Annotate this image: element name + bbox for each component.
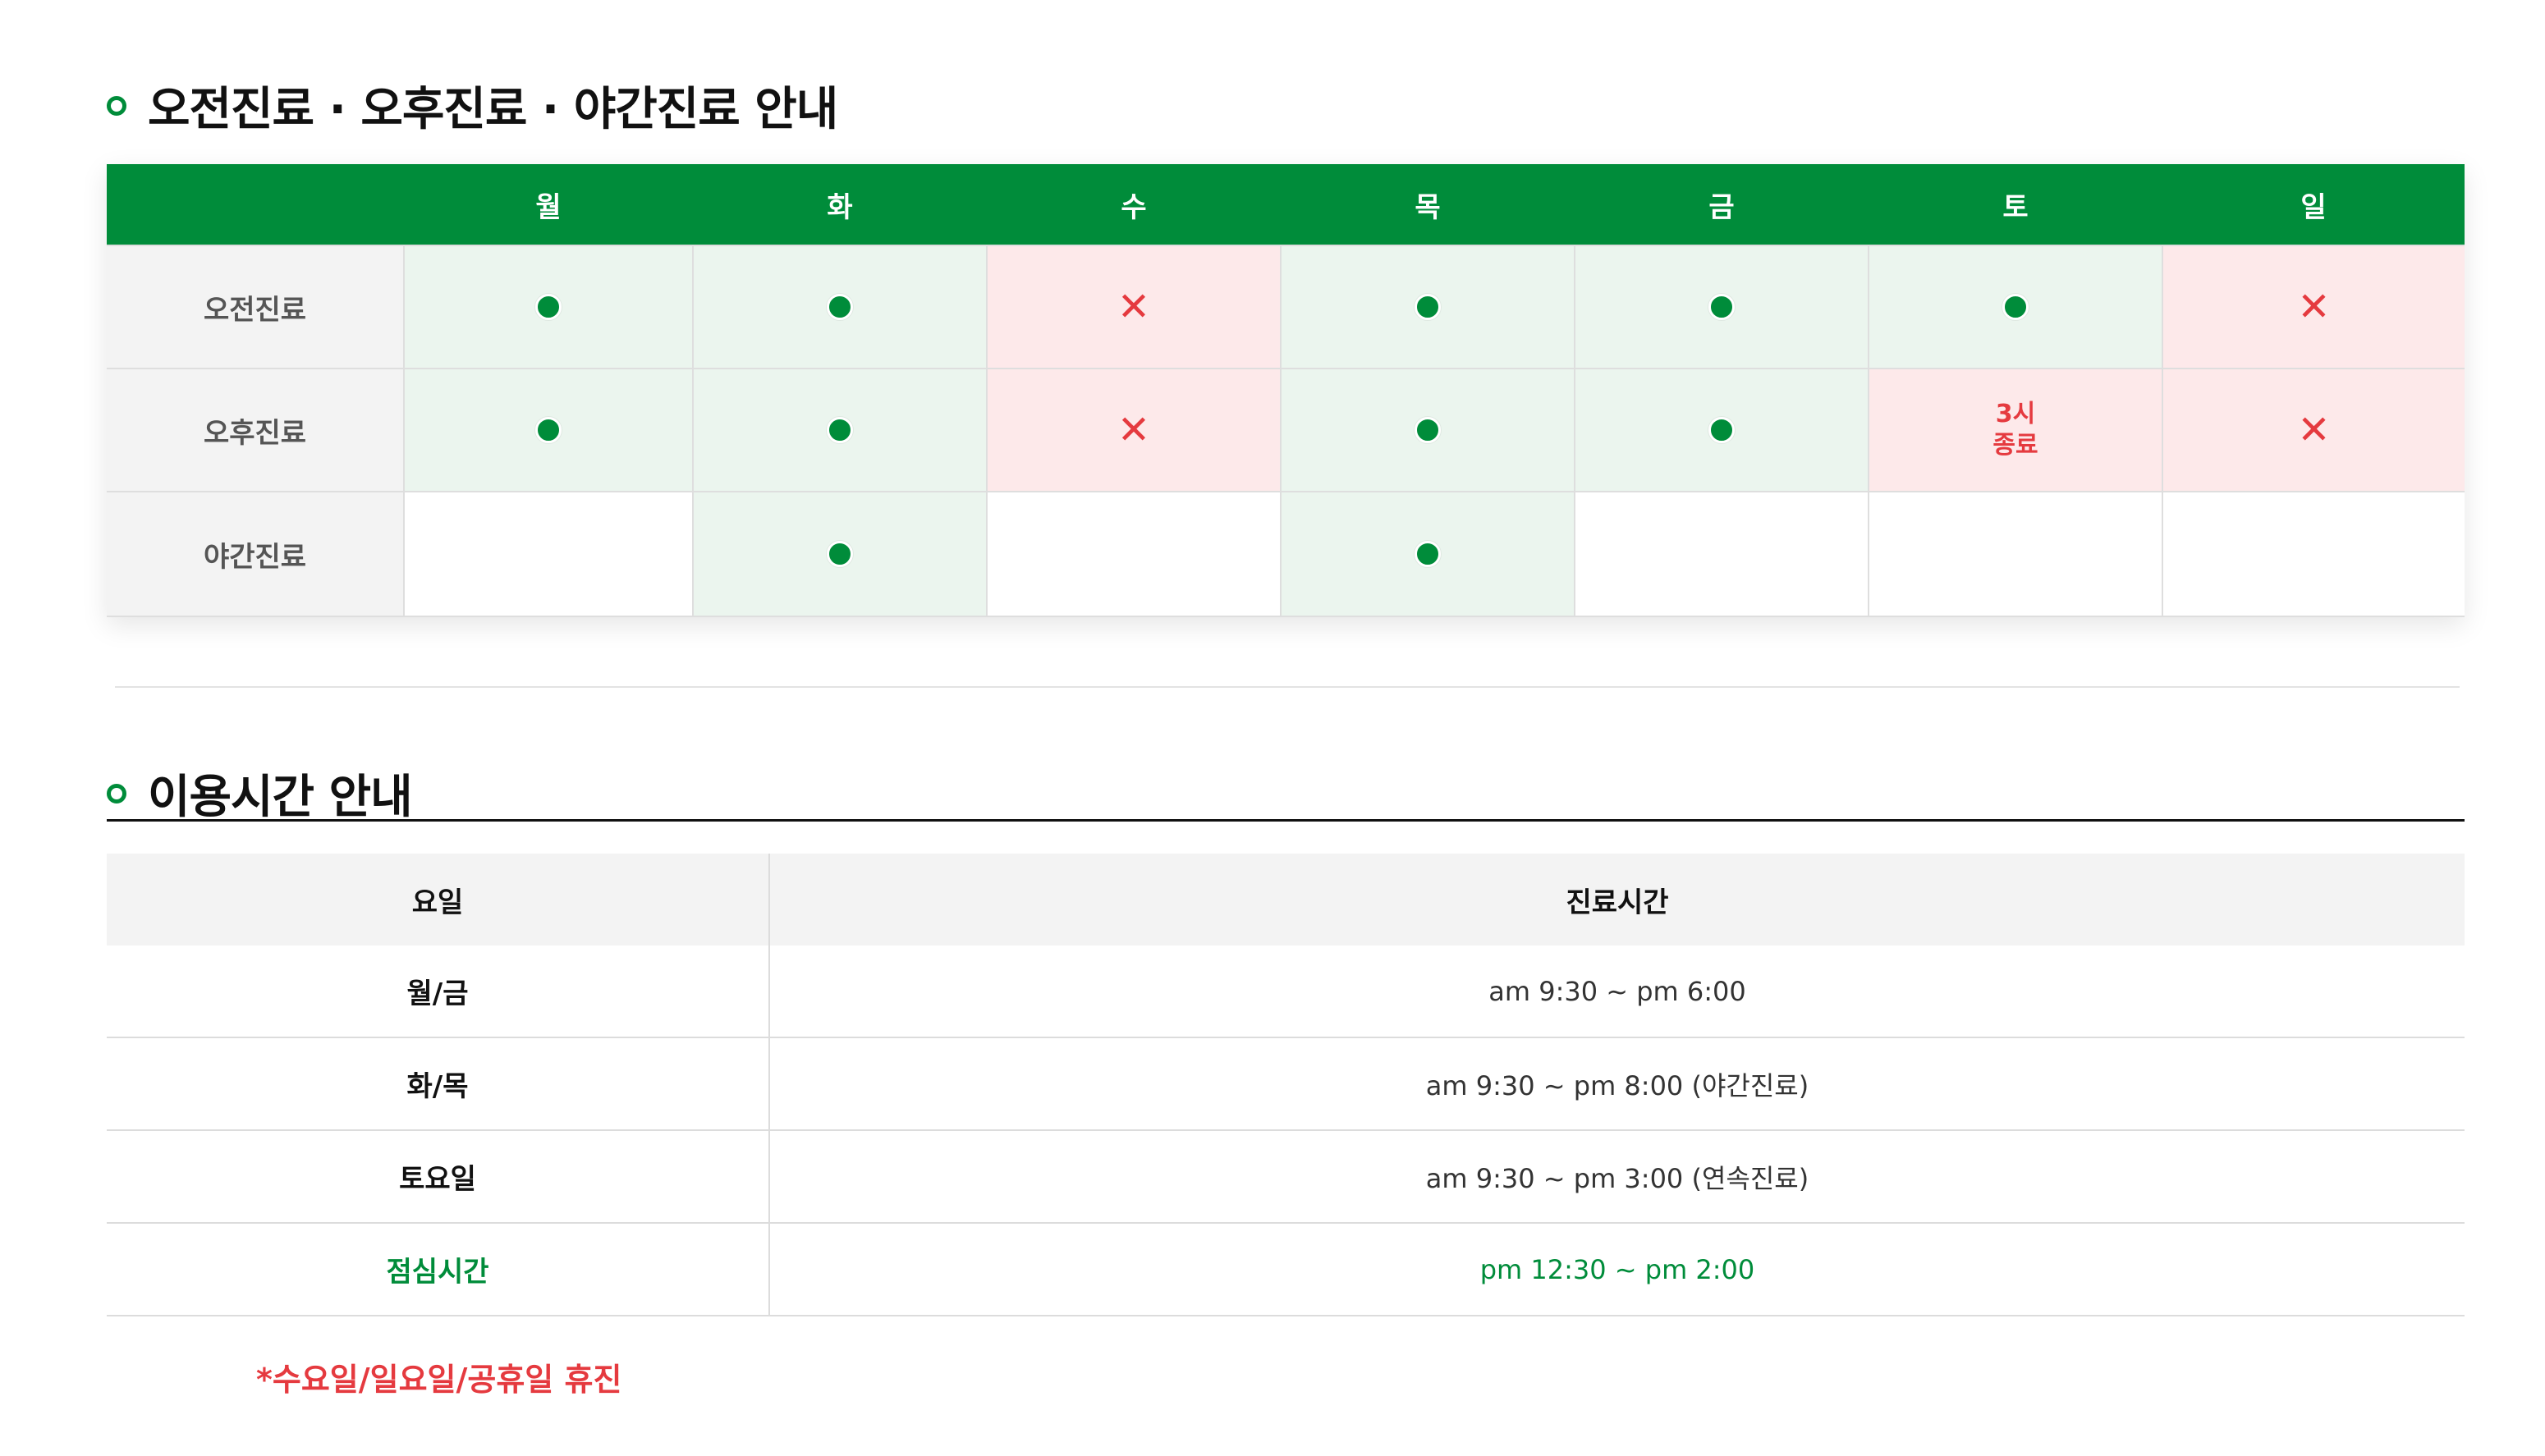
schedule-cell-tue xyxy=(692,245,988,369)
schedule-cell-sat: 3시 종료 xyxy=(1868,368,2163,492)
schedule-cell-wed xyxy=(986,491,1282,617)
schedule-cell-thu xyxy=(1280,245,1575,369)
hours-row: 화/목 am 9:30 ~ pm 8:00 (야간진료) xyxy=(107,1037,2465,1131)
schedule-title: 오전진료 · 오후진료 · 야간진료 안내 xyxy=(148,83,838,136)
hours-row: 토요일 am 9:30 ~ pm 3:00 (연속진료) xyxy=(107,1130,2465,1224)
red-x-icon: ✕ xyxy=(1117,407,1151,453)
schedule-cell-wed: ✕ xyxy=(986,245,1282,369)
schedule-section-title: 오전진료 · 오후진료 · 야간진료 안내 xyxy=(107,72,838,139)
schedule-cell-sun: ✕ xyxy=(2162,368,2465,492)
green-ring-icon xyxy=(107,783,126,804)
hours-table: 요일 진료시간 월/금 am 9:30 ~ pm 6:00 화/목 am 9:30 ~… xyxy=(107,854,2465,1316)
schedule-corner-cell xyxy=(107,164,404,245)
schedule-cell-sat xyxy=(1868,491,2163,617)
hours-header-time: 진료시간 xyxy=(769,854,2465,945)
hours-time-cell: pm 12:30 ~ pm 2:00 xyxy=(769,1223,2465,1316)
schedule-cell-mon xyxy=(403,245,694,369)
schedule-cell-tue xyxy=(692,491,988,617)
red-x-icon: ✕ xyxy=(2297,284,2331,330)
schedule-cell-tue xyxy=(692,368,988,492)
green-dot-icon xyxy=(535,417,562,443)
green-dot-icon xyxy=(827,417,853,443)
hours-day-cell: 점심시간 xyxy=(107,1223,770,1316)
schedule-row-label: 오후진료 xyxy=(107,368,405,492)
schedule-row: 오후진료 ✕ 3시 종료 ✕ xyxy=(107,368,2465,492)
green-dot-icon xyxy=(1708,294,1735,320)
day-header-sat: 토 xyxy=(1869,164,2162,245)
red-x-icon: ✕ xyxy=(2297,407,2331,453)
hours-section-title: 이용시간 안내 xyxy=(107,760,413,826)
green-ring-icon xyxy=(107,95,126,116)
hours-header-row: 요일 진료시간 xyxy=(107,854,2465,945)
hours-title-underline xyxy=(107,819,2465,822)
hours-header-day: 요일 xyxy=(107,854,770,945)
schedule-cell-sat xyxy=(1868,245,2163,369)
hours-row-lunch: 점심시간 pm 12:30 ~ pm 2:00 xyxy=(107,1223,2465,1316)
schedule-row: 오전진료 ✕ ✕ xyxy=(107,245,2465,369)
hours-day-cell: 토요일 xyxy=(107,1130,770,1224)
schedule-row-label: 야간진료 xyxy=(107,491,405,617)
closed-days-note: *수요일/일요일/공휴일 휴진 xyxy=(256,1362,622,1398)
hours-time-cell: am 9:30 ~ pm 3:00 (연속진료) xyxy=(769,1130,2465,1224)
schedule-cell-sun: ✕ xyxy=(2162,245,2465,369)
schedule-cell-thu xyxy=(1280,368,1575,492)
schedule-header-row: 월 화 수 목 금 토 일 xyxy=(107,164,2465,245)
green-dot-icon xyxy=(2002,294,2029,320)
day-header-sun: 일 xyxy=(2162,164,2465,245)
schedule-cell-sun xyxy=(2162,491,2465,617)
schedule-cell-mon xyxy=(403,491,694,617)
schedule-table: 월 화 수 목 금 토 일 오전진료 ✕ ✕ 오후진료 ✕ 3시 종료 ✕ 야간진료 xyxy=(107,164,2465,617)
green-dot-icon xyxy=(827,294,853,320)
green-dot-icon xyxy=(827,541,853,567)
day-header-mon: 월 xyxy=(404,164,693,245)
schedule-cell-fri xyxy=(1574,491,1869,617)
closing-time-note: 3시 종료 xyxy=(1992,400,2038,460)
schedule-cell-thu xyxy=(1280,491,1575,617)
schedule-cell-wed: ✕ xyxy=(986,368,1282,492)
schedule-cell-mon xyxy=(403,368,694,492)
day-header-tue: 화 xyxy=(693,164,987,245)
hours-time-cell: am 9:30 ~ pm 8:00 (야간진료) xyxy=(769,1037,2465,1131)
schedule-row-label: 오전진료 xyxy=(107,245,405,369)
schedule-row: 야간진료 xyxy=(107,491,2465,617)
green-dot-icon xyxy=(535,294,562,320)
red-x-icon: ✕ xyxy=(1117,284,1151,330)
schedule-cell-fri xyxy=(1574,245,1869,369)
green-dot-icon xyxy=(1415,417,1441,443)
hours-time-cell: am 9:30 ~ pm 6:00 xyxy=(769,945,2465,1038)
day-header-wed: 수 xyxy=(987,164,1281,245)
section-divider xyxy=(115,686,2460,688)
hours-title: 이용시간 안내 xyxy=(148,771,413,824)
schedule-cell-fri xyxy=(1574,368,1869,492)
green-dot-icon xyxy=(1415,541,1441,567)
day-header-fri: 금 xyxy=(1575,164,1869,245)
green-dot-icon xyxy=(1415,294,1441,320)
day-header-thu: 목 xyxy=(1281,164,1575,245)
hours-day-cell: 화/목 xyxy=(107,1037,770,1131)
hours-day-cell: 월/금 xyxy=(107,945,770,1038)
green-dot-icon xyxy=(1708,417,1735,443)
hours-row: 월/금 am 9:30 ~ pm 6:00 xyxy=(107,945,2465,1038)
